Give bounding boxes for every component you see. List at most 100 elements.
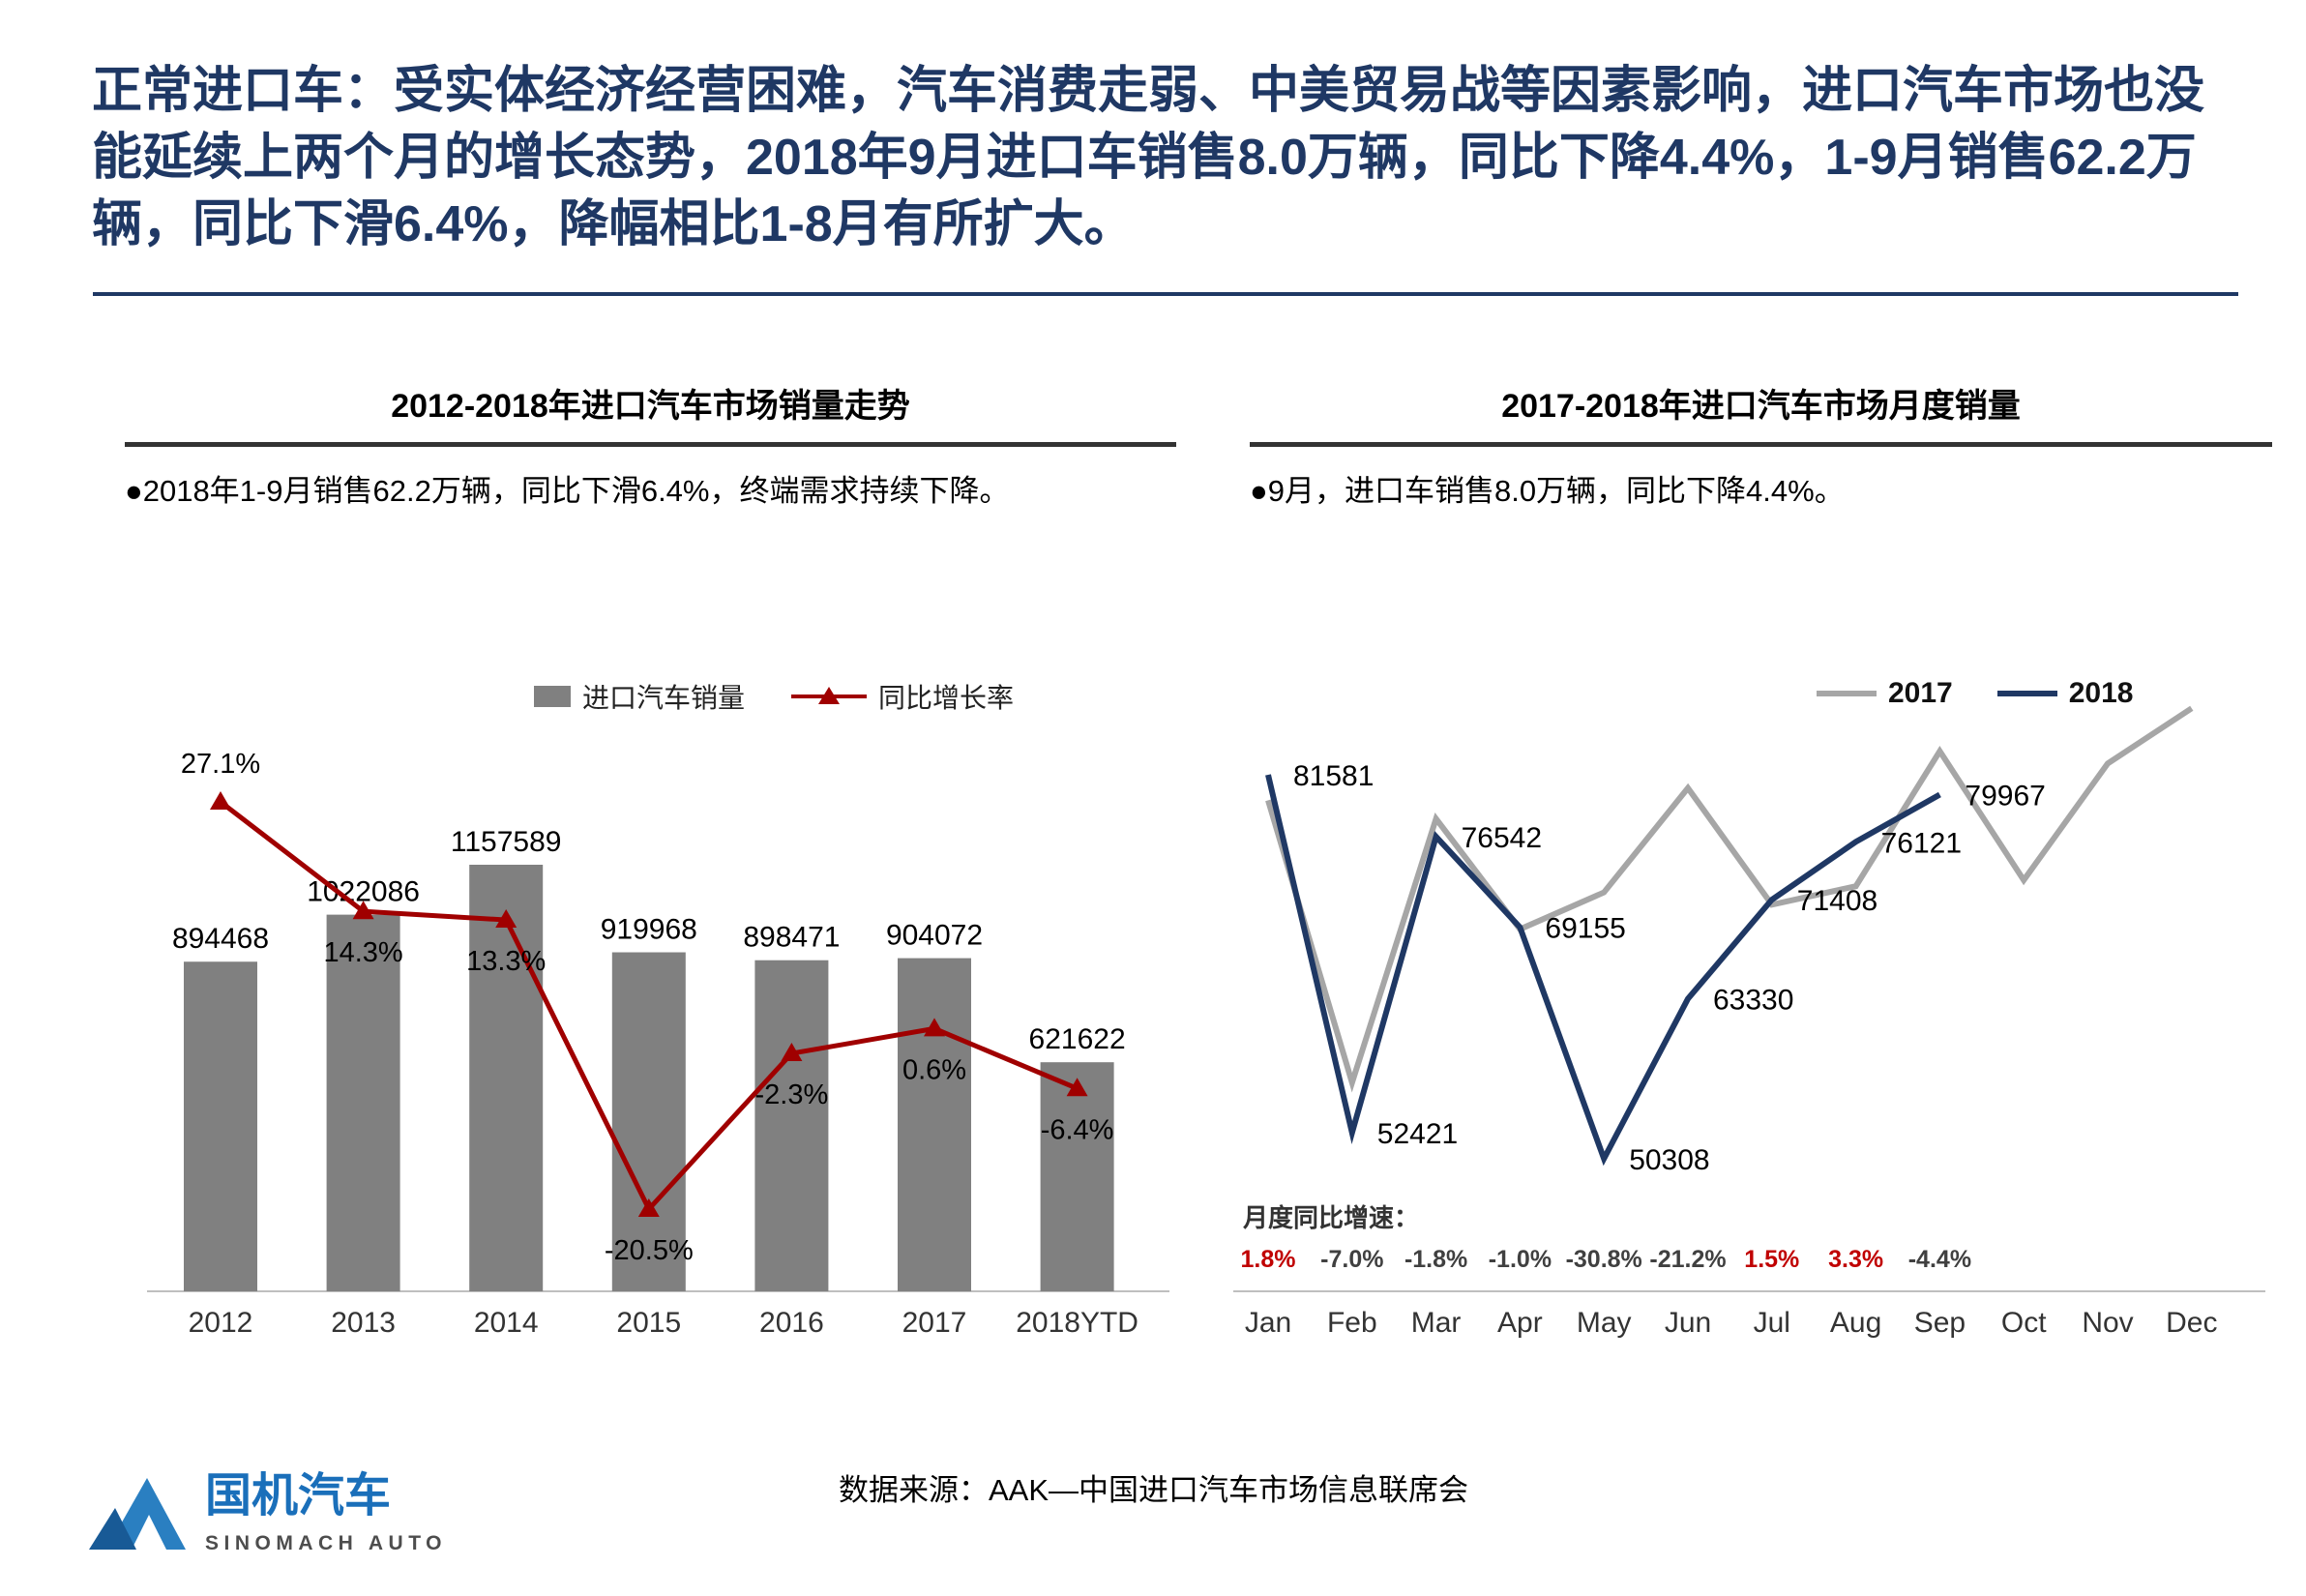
bar-2014	[469, 865, 544, 1291]
monthly-sales-line-chart: Jan Feb Mar Apr May Jun Jul Aug Sep Oct Nov Dec 8158…	[1233, 705, 2265, 1339]
bar-value-label: 894468	[172, 923, 269, 955]
left-chart-panel-header: 2012-2018年进口汽车市场销量走势 ●2018年1-9月销售62.2万辆，…	[125, 379, 1176, 512]
month-label: Jun	[1665, 1307, 1711, 1339]
bar-value-label: 919968	[601, 914, 697, 946]
data-source-text: 数据来源：AAK—中国进口汽车市场信息联席会	[839, 1473, 1469, 1507]
point-value-label-2018: 63330	[1713, 985, 1793, 1017]
line-2018	[1265, 774, 1941, 1167]
category-label: 2016	[759, 1307, 824, 1339]
line-2018-swatch-icon	[1996, 691, 2057, 696]
bar-2018YTD	[1040, 1062, 1114, 1291]
legend-item-2017: 2017	[1817, 677, 1953, 710]
month-label: Jul	[1754, 1307, 1790, 1339]
month-label: Feb	[1327, 1307, 1377, 1339]
category-label: 2018YTD	[1016, 1307, 1138, 1339]
left-title-underline	[125, 442, 1176, 447]
legend-item-sales: 进口汽车销量	[534, 677, 745, 716]
bar-value-label: 904072	[886, 920, 983, 952]
legend-growth-label: 同比增长率	[878, 683, 1015, 713]
growth-rate-marker-icon	[924, 1018, 945, 1037]
monthly-growth-value: -7.0%	[1320, 1246, 1383, 1273]
growth-rate-label: 0.6%	[902, 1054, 966, 1085]
category-label: 2013	[331, 1307, 396, 1339]
growth-rate-label: 27.1%	[181, 749, 260, 780]
line-2017-swatch-icon	[1817, 691, 1877, 696]
monthly-growth-value: -1.8%	[1404, 1246, 1467, 1273]
growth-rate-label: -2.3%	[755, 1079, 829, 1110]
growth-rate-marker-icon	[210, 791, 231, 810]
monthly-growth-value: -21.2%	[1649, 1246, 1726, 1273]
right-title-underline	[1250, 442, 2272, 447]
point-value-label-2018: 76542	[1462, 822, 1542, 854]
right-chart-legend: 2017 2018	[1817, 677, 2134, 710]
month-label: Mar	[1411, 1307, 1462, 1339]
logo-company-subname: SINOMACH AUTO	[205, 1532, 447, 1555]
monthly-growth-value: -30.8%	[1566, 1246, 1642, 1273]
bar-swatch-icon	[534, 686, 571, 707]
line-2017	[1265, 705, 2194, 1093]
point-value-label-2018: 69155	[1545, 913, 1625, 945]
line-triangle-swatch-icon	[791, 687, 868, 704]
right-bullet-text: ●9月，进口车销售8.0万辆，同比下降4.4%。	[1250, 474, 1845, 508]
month-label: Aug	[1830, 1307, 1881, 1339]
growth-rate-marker-icon	[637, 1198, 660, 1218]
point-value-label-2018: 79967	[1965, 780, 2045, 812]
legend-sales-label: 进口汽车销量	[582, 683, 746, 713]
logo-texts: 国机汽车 SINOMACH AUTO	[205, 1470, 447, 1555]
bar-value-label: 621622	[1029, 1023, 1126, 1055]
point-value-label-2018: 76121	[1881, 827, 1962, 859]
point-value-label-2018: 71408	[1797, 885, 1877, 917]
month-label: Nov	[2082, 1307, 2133, 1339]
point-value-label-2018: 50308	[1629, 1144, 1709, 1176]
category-label: 2017	[902, 1307, 967, 1339]
annual-sales-trend-chart: 8944682012102208620131157589201491996820…	[147, 749, 1169, 1339]
month-label: Jan	[1245, 1307, 1291, 1339]
monthly-growth-value: -1.0%	[1489, 1246, 1552, 1273]
bar-2017	[898, 958, 971, 1291]
point-value-label-2018: 52421	[1377, 1118, 1458, 1150]
logo-company-name: 国机汽车	[205, 1470, 392, 1522]
bar-2012	[184, 961, 257, 1291]
bar-value-label: 898471	[743, 922, 840, 954]
legend-2018-label: 2018	[2068, 677, 2134, 709]
growth-rate-label: -20.5%	[605, 1235, 694, 1266]
title-divider	[93, 292, 2238, 296]
month-label: Dec	[2166, 1307, 2217, 1339]
legend-item-2018: 2018	[1996, 677, 2134, 710]
bar-2013	[326, 914, 400, 1291]
slide-title: 正常进口车：受实体经济经营困难，汽车消费走弱、中美贸易战等因素影响，进口汽车市场…	[92, 63, 2205, 253]
monthly-growth-caption: 月度同比增速：	[1242, 1203, 1419, 1232]
bar-value-label: 1157589	[451, 826, 562, 858]
month-label: Apr	[1497, 1307, 1543, 1339]
growth-rate-label: 13.3%	[466, 946, 546, 977]
monthly-growth-value: 3.3%	[1828, 1246, 1883, 1273]
left-chart-title: 2012-2018年进口汽车市场销量走势	[391, 388, 910, 425]
bar-2015	[611, 952, 686, 1291]
month-label: Sep	[1914, 1307, 1966, 1339]
month-label: May	[1577, 1307, 1632, 1339]
category-label: 2014	[474, 1307, 539, 1339]
growth-rate-label: 14.3%	[323, 937, 402, 968]
growth-rate-marker-icon	[495, 909, 517, 929]
monthly-growth-value: -4.4%	[1908, 1246, 1971, 1273]
right-chart-panel-header: 2017-2018年进口汽车市场月度销量 ●9月，进口车销售8.0万辆，同比下降…	[1250, 379, 2272, 512]
left-chart-legend: 进口汽车销量 同比增长率	[534, 677, 1014, 716]
bar-2016	[754, 960, 829, 1291]
point-value-label-2018: 81581	[1293, 760, 1374, 792]
growth-rate-label: -6.4%	[1041, 1114, 1114, 1145]
legend-2017-label: 2017	[1888, 677, 1953, 709]
sinomach-logo-icon	[89, 1478, 186, 1550]
growth-rate-marker-icon	[1066, 1078, 1088, 1097]
right-chart-title: 2017-2018年进口汽车市场月度销量	[1501, 388, 2021, 425]
footer-logo: 国机汽车 SINOMACH AUTO	[89, 1470, 447, 1555]
month-label: Oct	[2001, 1307, 2047, 1339]
growth-rate-marker-icon	[781, 1043, 803, 1062]
legend-item-growth: 同比增长率	[791, 677, 1014, 716]
growth-rate-marker-icon	[352, 901, 374, 920]
category-label: 2015	[616, 1307, 681, 1339]
left-bullet-text: ●2018年1-9月销售62.2万辆，同比下滑6.4%，终端需求持续下降。	[125, 474, 1010, 508]
monthly-growth-value: 1.5%	[1744, 1246, 1799, 1273]
category-label: 2012	[189, 1307, 253, 1339]
monthly-growth-value: 1.8%	[1241, 1246, 1296, 1273]
